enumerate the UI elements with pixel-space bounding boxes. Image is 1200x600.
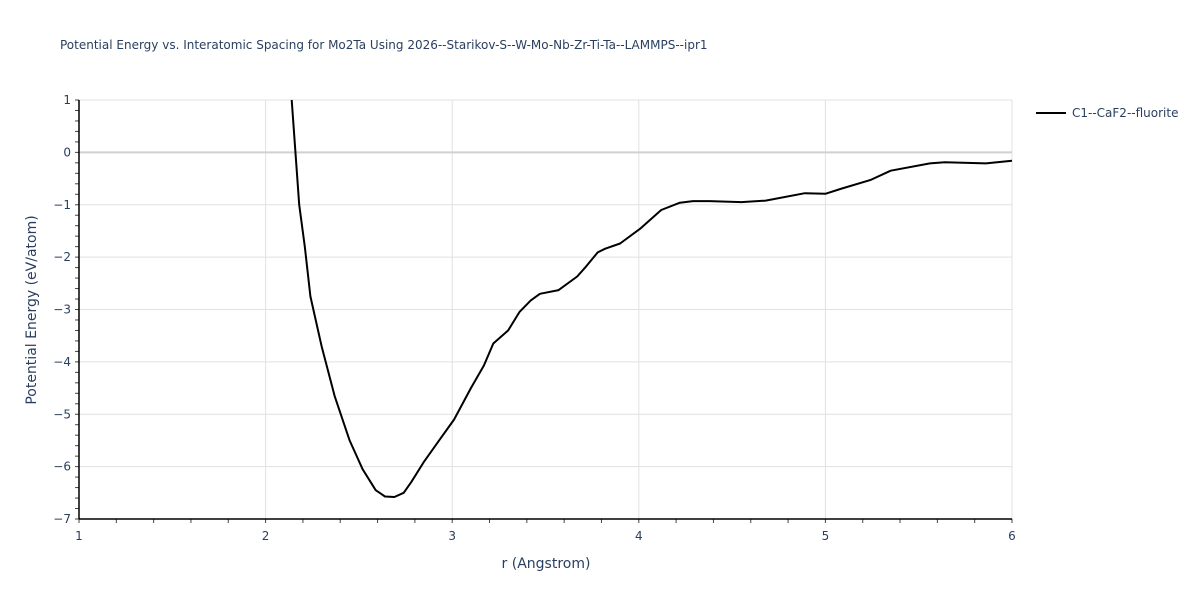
y-tick-label: −3 [53,303,71,317]
chart-title: Potential Energy vs. Interatomic Spacing… [60,38,708,52]
legend[interactable]: C1--CaF2--fluorite [1036,106,1178,120]
x-tick-label: 6 [1008,529,1016,543]
y-tick-label: −4 [53,355,71,369]
x-axis-title: r (Angstrom) [502,556,591,572]
y-tick-label: −6 [53,460,71,474]
legend-swatch-icon [1036,112,1066,114]
x-tick-label: 1 [75,529,83,543]
series-line [290,99,1013,498]
y-axis-title: Potential Energy (eV/atom) [24,215,40,404]
axes: 1 2 3 4 5 6 1 0 −1 −2 −3 −4 −5 −6 −7 [53,93,1016,543]
y-tick-label: −2 [53,250,71,264]
x-tick-label: 2 [262,529,270,543]
gridlines [79,99,1013,519]
x-tick-label: 5 [822,529,830,543]
x-tick-label: 3 [448,529,456,543]
y-tick-label: 1 [63,93,71,107]
x-tick-label: 4 [635,529,643,543]
y-tick-label: −1 [53,198,71,212]
y-tick-label: −5 [53,407,71,421]
legend-label: C1--CaF2--fluorite [1072,106,1179,120]
y-tick-label: −7 [53,512,71,526]
y-tick-label: 0 [63,145,71,159]
